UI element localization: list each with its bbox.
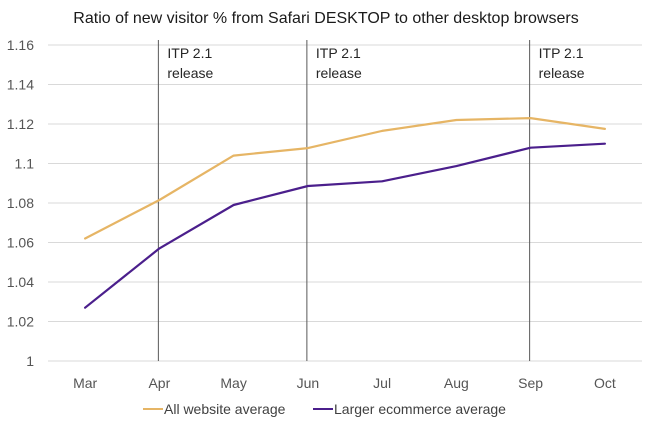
x-tick-label: Aug (444, 375, 469, 391)
x-tick-label: Jul (373, 375, 391, 391)
series-line-0 (83, 116, 607, 240)
y-tick-label: 1.04 (7, 274, 34, 290)
y-tick-label: 1.12 (7, 116, 34, 132)
release-annotation-line1: ITP 2.1 (316, 45, 361, 61)
legend-label-larger-ecommerce: Larger ecommerce average (334, 401, 506, 417)
x-tick-label: Mar (73, 375, 97, 391)
gridlines (48, 44, 642, 362)
release-annotation-line2: release (316, 65, 362, 81)
y-tick-label: 1.02 (7, 314, 34, 330)
release-annotation-line1: ITP 2.1 (539, 45, 584, 61)
y-tick-label: 1.14 (7, 77, 34, 93)
release-annotation-line1: ITP 2.1 (167, 45, 212, 61)
annotations: ITP 2.1 release ITP 2.1 release ITP 2.1 relea… (157, 40, 585, 361)
legend-label-all-website: All website average (164, 401, 286, 417)
chart-title: Ratio of new visitor % from Safari DESKT… (73, 10, 578, 27)
y-tick-label: 1.08 (7, 195, 34, 211)
y-tick-label: 1.06 (7, 235, 34, 251)
x-axis-ticks: Mar Apr May Jun Jul Aug Sep Oct (73, 375, 616, 391)
y-tick-label: 1 (26, 353, 34, 369)
x-tick-label: Sep (518, 375, 543, 391)
release-annotation-line2: release (167, 65, 213, 81)
x-tick-label: Jun (297, 375, 320, 391)
x-tick-label: Oct (594, 375, 616, 391)
y-tick-label: 1.16 (7, 37, 34, 53)
y-tick-label: 1.1 (15, 156, 35, 172)
series-line-1 (83, 142, 607, 309)
release-annotation-line2: release (539, 65, 585, 81)
series-lines (83, 116, 607, 309)
x-tick-label: May (220, 375, 246, 391)
x-tick-label: Apr (148, 375, 170, 391)
y-axis-ticks: 1 1.02 1.04 1.06 1.08 1.1 1.12 1.14 1.16 (7, 37, 34, 369)
legend: All website average Larger ecommerce ave… (143, 401, 506, 417)
